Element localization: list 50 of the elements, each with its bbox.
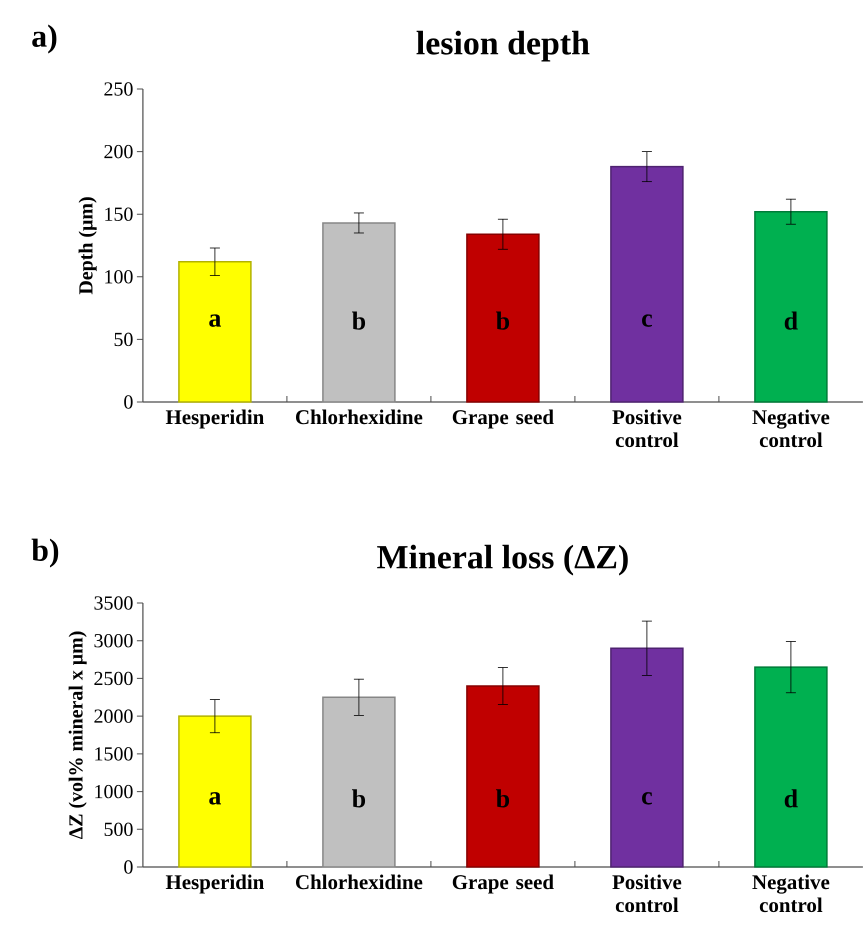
- y-tick-label: 3500: [94, 596, 133, 610]
- y-tick-label: 250: [104, 82, 133, 96]
- bar: [178, 715, 252, 868]
- bar: [322, 696, 396, 868]
- annotation: b: [352, 789, 366, 808]
- y-tick-label: 200: [104, 144, 133, 158]
- bar: [466, 233, 540, 403]
- x-tick-label: Grape seed: [452, 874, 554, 894]
- x-tick-label: Positive control: [612, 410, 682, 448]
- bar: [322, 222, 396, 403]
- annotation: b: [352, 312, 366, 330]
- text: b): [32, 538, 58, 568]
- annotation: a: [209, 792, 222, 805]
- annotation: c: [642, 314, 652, 327]
- bar: [178, 261, 252, 403]
- annotation: d: [784, 312, 798, 330]
- bar: [754, 666, 828, 868]
- y-tick-label: 1500: [95, 747, 133, 761]
- y-tick-label: 2500: [94, 672, 133, 686]
- annotation: b: [496, 312, 510, 330]
- y-axis-title: ΔZ (vol% mineral x μm): [68, 632, 87, 840]
- y-tick-label: 2000: [94, 709, 133, 723]
- annotation: a: [209, 314, 222, 327]
- bar: [754, 210, 828, 403]
- text: a): [32, 24, 56, 54]
- x-tick-label: Hesperidin: [166, 874, 264, 894]
- y-tick-label: 3000: [94, 634, 133, 648]
- x-tick-label: Chlorhexidine: [296, 410, 422, 424]
- x-tick-label: Hesperidin: [166, 410, 264, 428]
- x-tick-label: Grape seed: [452, 410, 554, 428]
- y-tick-label: 150: [105, 207, 133, 221]
- y-tick-label: 1000: [95, 784, 133, 798]
- y-tick-label: 50: [114, 332, 133, 346]
- x-tick-label: Chlorhexidine: [296, 874, 422, 890]
- y-tick-label: 100: [105, 270, 133, 284]
- bar: [610, 166, 684, 403]
- x-tick-label: Positive control: [612, 874, 682, 912]
- y-tick-label: 500: [104, 822, 133, 836]
- y-axis-title: Depth (μm): [78, 197, 97, 294]
- bar: [466, 685, 540, 868]
- chart-title: Mineral loss (ΔZ): [377, 544, 628, 576]
- x-tick-label: Negative control: [752, 410, 830, 448]
- annotation: d: [784, 789, 798, 808]
- y-tick-label: 0: [124, 860, 133, 874]
- annotation: c: [642, 792, 652, 805]
- chart-title: lesion depth: [416, 30, 590, 62]
- y-tick-label: 0: [124, 395, 133, 409]
- bar: [610, 648, 684, 868]
- annotation: b: [496, 789, 510, 808]
- x-tick-label: Negative control: [752, 874, 830, 912]
